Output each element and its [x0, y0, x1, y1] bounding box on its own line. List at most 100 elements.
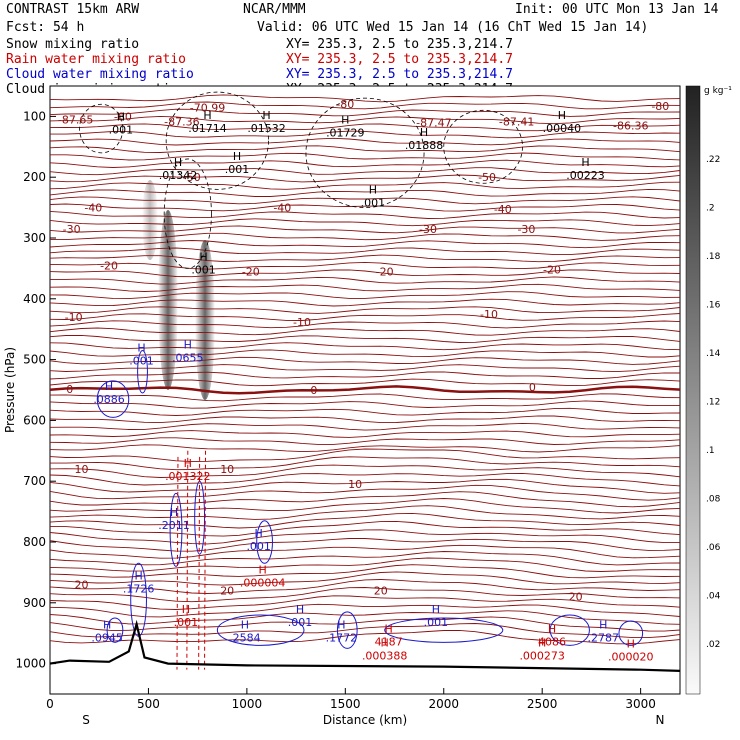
colorbar-unit: g kg⁻¹	[704, 86, 732, 96]
temperature-contour	[49, 430, 681, 438]
temperature-contour	[49, 544, 681, 559]
center-label: NCAR/MMM	[243, 2, 306, 17]
max-marker: H	[627, 638, 635, 651]
temperature-contour	[49, 472, 681, 487]
y-tick-label: 300	[23, 231, 46, 245]
temperature-label: 0	[529, 381, 536, 394]
max-marker: H	[184, 339, 192, 352]
freezing-level-contour	[49, 385, 681, 395]
max-marker: H	[134, 570, 142, 583]
temperature-label: 20	[569, 591, 583, 604]
temperature-contour	[49, 349, 681, 358]
snow-max-label: .01714	[188, 122, 227, 135]
temperature-contour	[50, 520, 681, 537]
ice-contour	[305, 97, 425, 209]
field-snow-name: Snow mixing ratio	[6, 37, 139, 52]
max-marker: H	[381, 637, 389, 650]
temperature-contour	[49, 320, 681, 329]
temperature-contour	[50, 232, 681, 241]
init-label: Init: 00 UTC Mon 13 Jan 14	[515, 2, 719, 17]
max-marker: H	[241, 618, 249, 631]
temperature-contour	[49, 159, 681, 168]
cloud-water-contour	[256, 520, 273, 564]
rain-water-contour	[198, 456, 201, 670]
temperature-contour	[49, 240, 681, 249]
temperature-label: -87.41	[499, 115, 534, 128]
ice-max-label: .001	[361, 197, 386, 210]
temperature-contour	[49, 306, 681, 314]
temperature-label: 0	[310, 384, 317, 397]
temperature-label: -80	[114, 110, 132, 123]
rain-max-label: 4187	[375, 636, 403, 649]
temperature-label: -80	[651, 100, 669, 113]
temperature-label: -10	[480, 308, 498, 321]
ice-contour	[165, 91, 269, 190]
max-marker: H	[103, 618, 111, 631]
temperature-label: -20	[242, 265, 260, 278]
temperature-contour	[49, 210, 681, 219]
cloud-water-contour	[384, 617, 504, 643]
temperature-label: -50	[183, 171, 201, 184]
temperature-label: -10	[293, 316, 311, 329]
temperature-contour	[49, 261, 681, 270]
x-axis-title: Distance (km)	[323, 713, 407, 727]
max-marker: H	[233, 150, 241, 163]
y-tick-label: 800	[23, 535, 46, 549]
x-tick-label: 1500	[330, 697, 361, 711]
temperature-contour	[49, 115, 681, 125]
temperature-contour	[49, 167, 681, 176]
temperature-contour	[49, 484, 681, 501]
cloud-water-contour	[549, 614, 590, 646]
temperature-label: -70.99	[190, 101, 225, 114]
colorbar-label: .08	[706, 495, 721, 505]
max-marker: H	[184, 457, 192, 470]
south-label: S	[82, 713, 90, 727]
temperature-label: 20	[374, 585, 388, 598]
temperature-contours	[49, 94, 681, 645]
temperature-contour	[49, 364, 681, 373]
max-marker: H	[432, 603, 440, 616]
temperature-contour	[49, 400, 681, 409]
max-marker: H	[203, 109, 211, 122]
rain-max-label: .001322	[165, 470, 211, 483]
max-marker: H	[384, 623, 392, 636]
temperature-contour	[49, 415, 681, 424]
colorbar-label: .22	[706, 155, 720, 165]
snow-max-label: .01888	[405, 139, 444, 152]
ice-max-label: .001	[225, 163, 250, 176]
max-marker: H	[558, 109, 566, 122]
cloud-water-contour	[169, 492, 183, 567]
temperature-contour	[49, 557, 681, 572]
temperature-contour	[49, 551, 681, 566]
temperature-contour	[49, 283, 681, 292]
temperature-contour	[50, 456, 681, 471]
colorbar-label: .06	[706, 543, 721, 553]
ice-contour	[443, 109, 523, 184]
snow-max-label: .00040	[543, 122, 582, 135]
cloud-max-label: .001	[246, 540, 271, 553]
max-marker: H	[117, 111, 125, 124]
colorbar-label: .04	[706, 592, 721, 602]
cloud-max-label: .2584	[229, 631, 261, 644]
temperature-contour	[49, 291, 681, 300]
y-tick-label: 700	[23, 474, 46, 488]
temperature-contour	[49, 610, 681, 625]
temperature-label: -20	[543, 264, 561, 277]
temperature-contour	[49, 478, 681, 494]
temperature-contour	[49, 491, 681, 508]
ice-contour	[79, 103, 124, 154]
temperature-contour	[49, 196, 681, 205]
cloud-water-contour	[336, 611, 358, 649]
rain-max-label: .000020	[608, 651, 654, 664]
cloud-water-contour	[96, 380, 130, 418]
max-marker: H	[337, 618, 345, 631]
terrain-path	[49, 619, 681, 672]
temperature-label: -87.47	[416, 116, 451, 129]
chart-title: CONTRAST 15km ARW	[6, 2, 139, 17]
temperature-contour	[49, 512, 681, 529]
max-marker: H	[581, 156, 589, 169]
temperature-label: -40	[273, 202, 291, 215]
temperature-label: -87.36	[164, 115, 199, 128]
cloud-max-label: .1772	[326, 631, 358, 644]
